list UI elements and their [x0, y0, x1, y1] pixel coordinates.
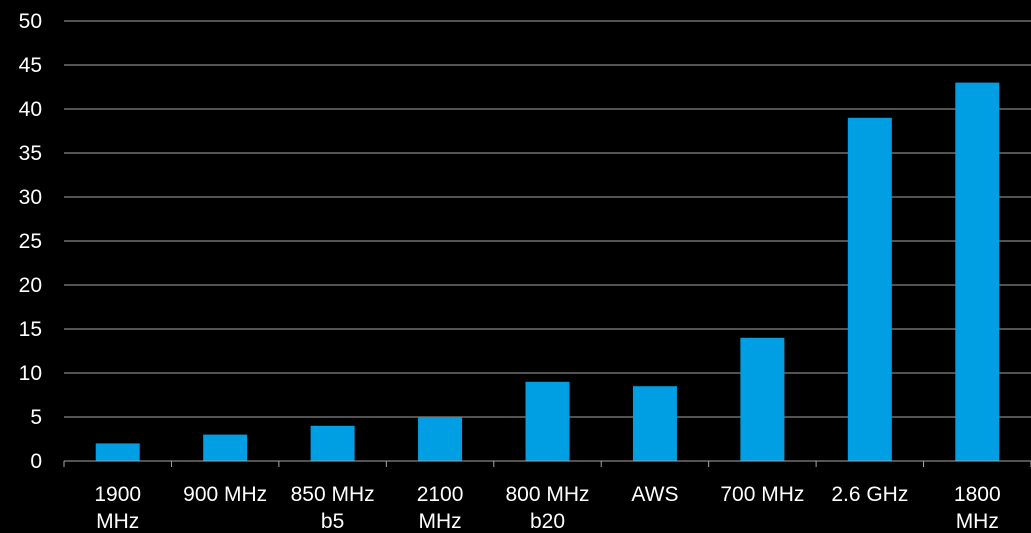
y-tick-label: 35: [19, 142, 42, 165]
bar: [632, 386, 677, 461]
bar: [95, 443, 140, 461]
bar: [955, 82, 1000, 461]
y-tick-label: 5: [30, 406, 42, 429]
category-label: 700 MHz: [720, 483, 804, 506]
bars: [95, 82, 1000, 462]
y-tick-label: 10: [19, 362, 42, 385]
y-tick-labels: 0 5 10 15 20 25 30 35 40 45 50: [19, 10, 42, 473]
y-tick-label: 20: [19, 274, 42, 297]
bar: [740, 337, 785, 461]
x-axis: [63, 460, 1031, 467]
category-label: 800 MHz b20: [505, 483, 589, 533]
y-tick-label: 30: [19, 186, 42, 209]
bar: [203, 434, 248, 461]
y-tick-label: 0: [30, 450, 42, 473]
category-label: AWS: [631, 483, 678, 506]
y-tick-label: 25: [19, 230, 42, 253]
category-label: 850 MHz b5: [291, 483, 375, 533]
category-label: 1900 MHz: [94, 483, 141, 533]
bar: [418, 417, 463, 461]
category-label: 2.6 GHz: [831, 483, 908, 506]
category-label: 2100 MHz: [417, 483, 464, 533]
y-tick-label: 45: [19, 54, 42, 77]
gridlines: [64, 20, 1031, 418]
category-label: 1800 MHz: [954, 483, 1001, 533]
category-labels: 1900 MHz 900 MHz 850 MHz b5 2100 MHz 800 MHz b20…: [94, 483, 1000, 533]
bar: [525, 381, 570, 461]
category-label: 900 MHz: [183, 483, 267, 506]
y-tick-label: 15: [19, 318, 42, 341]
y-tick-label: 50: [19, 10, 42, 33]
bar: [847, 117, 892, 462]
y-tick-label: 40: [19, 98, 42, 121]
bar: [310, 425, 355, 461]
